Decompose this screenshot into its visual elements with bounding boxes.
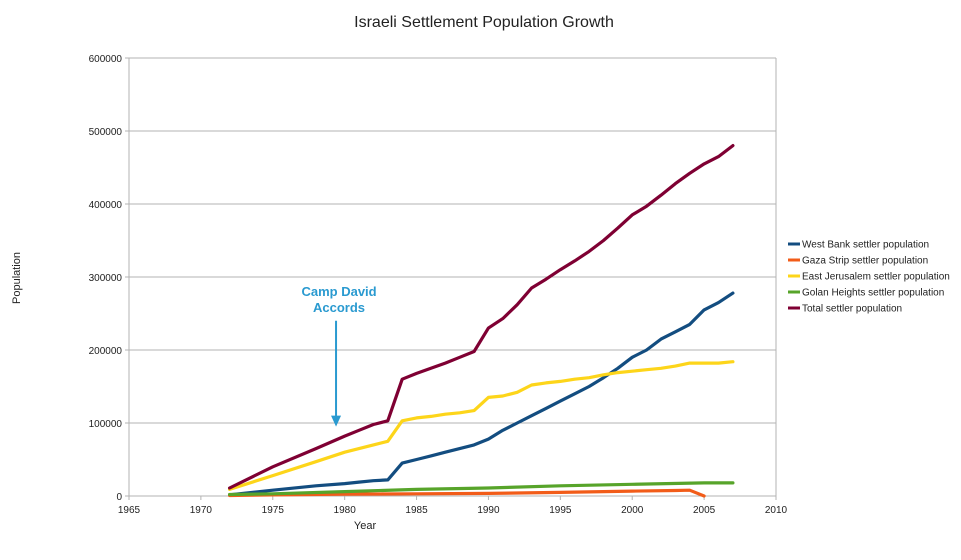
legend-item-golan-heights-settler-population: Golan Heights settler population [788,288,944,299]
legend-label: Gaza Strip settler population [802,256,928,267]
x-tick-label: 1975 [262,505,285,516]
y-tick-label: 400000 [89,200,123,211]
series-line-golan-heights-settler-population [228,481,735,497]
x-tick-label: 2000 [621,505,644,516]
camp-david-annotation: Camp David Accords [301,284,377,427]
series-line-total-settler-population [228,144,735,490]
y-tick-label: 500000 [89,127,123,138]
series-line-west-bank-settler-population [228,291,735,497]
x-tick-label: 1980 [334,505,357,516]
x-tick-label: 2010 [765,505,788,516]
series-line-gaza-strip-settler-population [228,488,706,498]
grid-lines [129,57,776,424]
legend-item-gaza-strip-settler-population: Gaza Strip settler population [788,256,928,267]
x-axis-title: Year [354,520,377,532]
y-tick-label: 200000 [89,346,123,357]
y-tick-labels: 0 100000 200000 300000 400000 500000 600000 [89,54,129,503]
chart-title: Israeli Settlement Population Growth [354,14,614,31]
annotation-line-1: Camp David [301,284,376,299]
x-tick-labels: 1965 1970 1975 1980 1985 1990 1995 2000 2005 2010 [118,496,788,516]
x-tick-label: 2005 [693,505,716,516]
x-tick-label: 1990 [477,505,500,516]
legend-label: Total settler population [802,304,902,315]
y-tick-label: 300000 [89,273,123,284]
y-tick-label: 100000 [89,419,123,430]
annotation-line-2: Accords [313,300,365,315]
y-tick-label: 0 [116,492,122,503]
series-line-east-jerusalem-settler-population [228,360,735,491]
legend-item-west-bank-settler-population: West Bank settler population [788,240,929,251]
legend-item-east-jerusalem-settler-population: East Jerusalem settler population [788,272,950,283]
x-tick-label: 1985 [405,505,428,516]
y-axis-title: Population [11,252,23,304]
legend: West Bank settler population Gaza Strip s… [788,240,950,315]
series-lines [228,144,735,498]
x-tick-label: 1965 [118,505,141,516]
annotation-arrow-head [331,415,342,427]
y-tick-label: 600000 [89,54,123,65]
x-tick-label: 1995 [549,505,572,516]
legend-label: Golan Heights settler population [802,288,944,299]
legend-label: East Jerusalem settler population [802,272,950,283]
legend-label: West Bank settler population [802,240,929,251]
x-tick-label: 1970 [190,505,213,516]
legend-item-total-settler-population: Total settler population [788,304,902,315]
